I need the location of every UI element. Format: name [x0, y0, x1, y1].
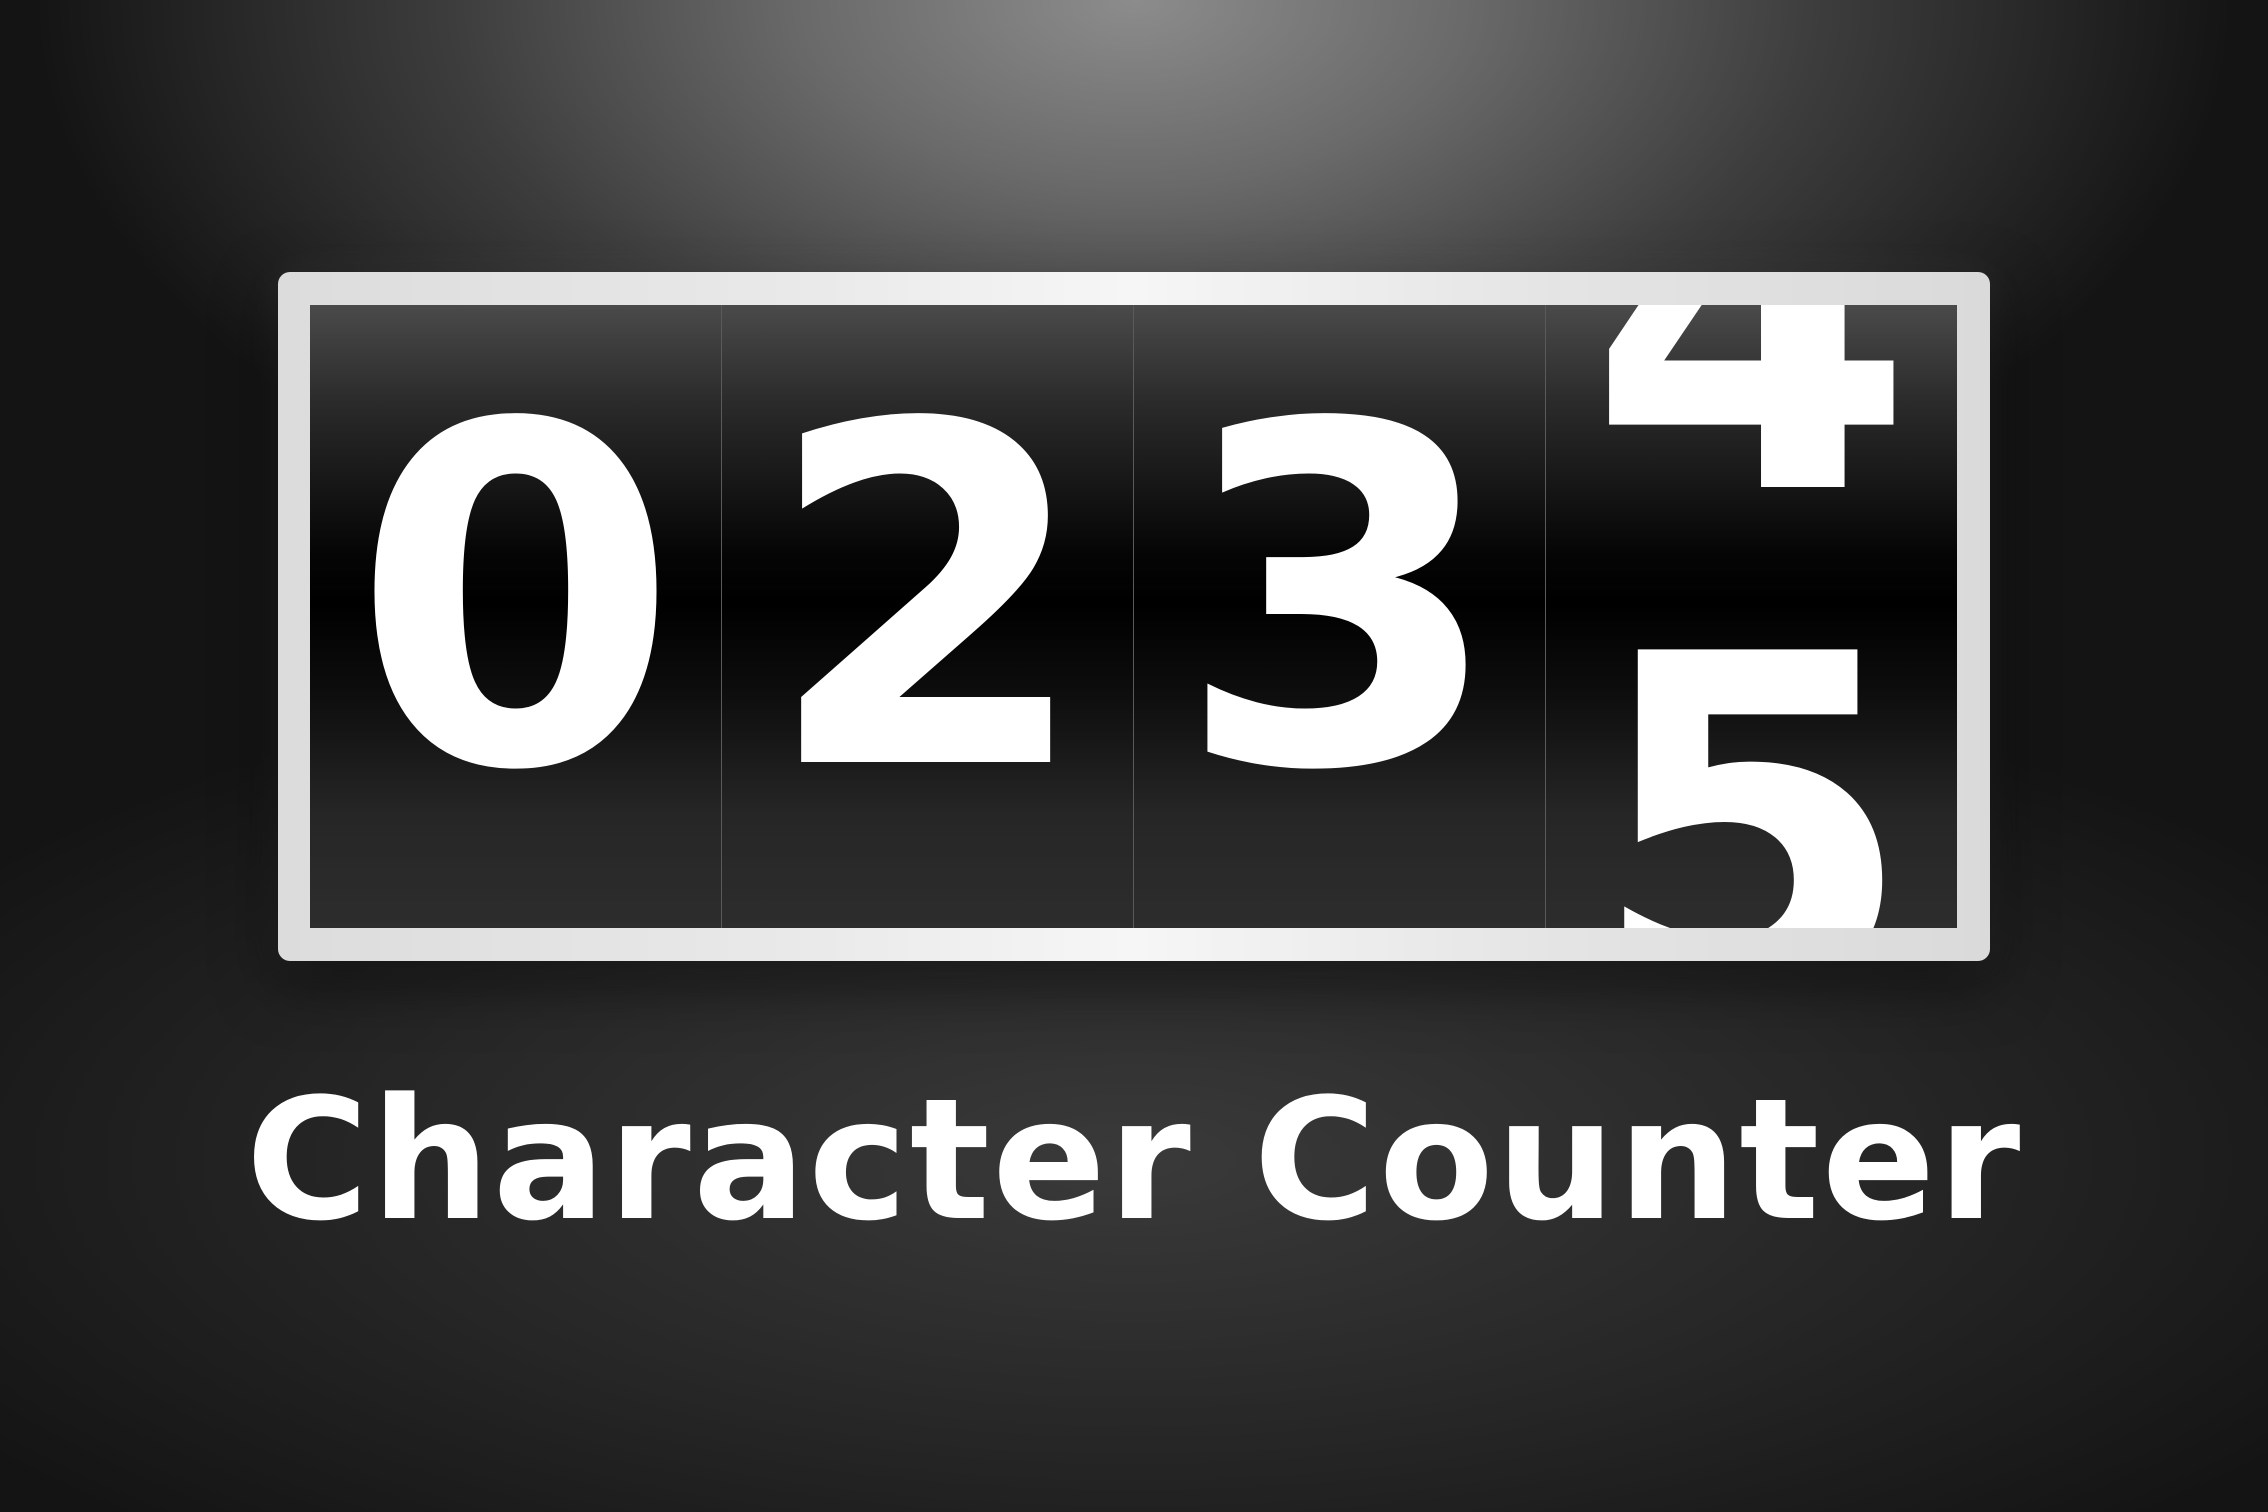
counter-digit-3: 3: [1175, 326, 1504, 873]
counter-digit-1: 0: [351, 326, 680, 873]
counter-wheel-4-rolling: 4 5: [1546, 305, 1957, 928]
counter-digit-2: 2: [763, 326, 1092, 873]
counter-frame: 0 2 3 4 5: [278, 272, 1990, 961]
wheel-divider: [1133, 305, 1134, 928]
counter-window: 0 2 3 4 5: [310, 305, 1957, 928]
counter-digit-4-bottom: 5: [1587, 556, 1916, 929]
counter-wheel-1: 0: [310, 305, 721, 928]
counter-wheel-2: 2: [722, 305, 1133, 928]
counter-digit-4-top: 4: [1587, 305, 1916, 598]
wheel-divider: [1545, 305, 1546, 928]
counter-wheel-3: 3: [1134, 305, 1545, 928]
wheel-divider: [721, 305, 722, 928]
page-title: Character Counter: [245, 1062, 2023, 1258]
